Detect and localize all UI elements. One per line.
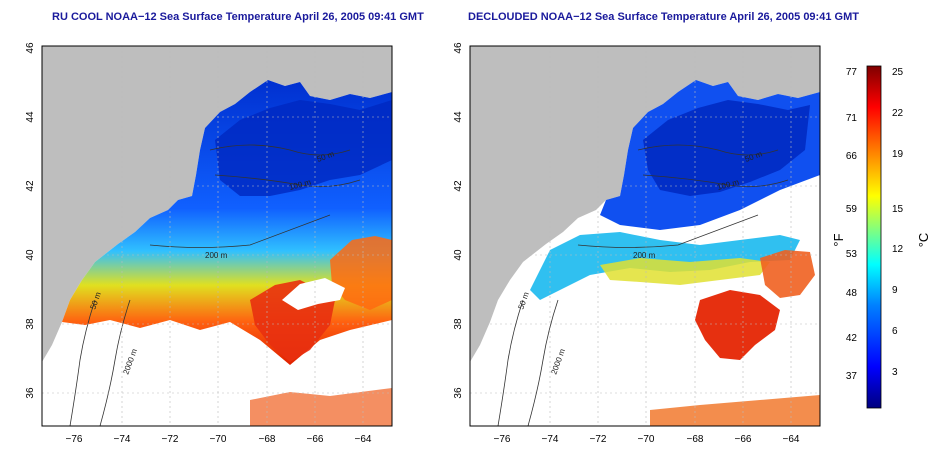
celsius-tick-3: 3 (892, 367, 898, 378)
right-land-mass (470, 46, 820, 362)
celsius-tick-9: 9 (892, 285, 898, 296)
left-sst-map: 50 m 100 m 200 m 50 m 2000 m (41, 45, 393, 427)
right-lon-tick-72: −72 (590, 434, 607, 445)
right-yellow-front (600, 258, 770, 285)
left-lat-tick-46: 46 (25, 42, 36, 54)
right-contour-50m (637, 144, 779, 156)
colorbar-fahrenheit-ticks: 77 71 66 59 53 48 42 37 (846, 67, 858, 382)
right-lon-tick-68: −68 (687, 434, 704, 445)
left-contour-shelf (69, 299, 96, 426)
left-land-mass (42, 46, 392, 362)
left-lon-axis: −76 −74 −72 −70 −68 −66 −64 (66, 434, 372, 445)
celsius-tick-12: 12 (892, 244, 904, 255)
left-south-orange-patch (250, 388, 392, 426)
left-contour-50m (209, 144, 351, 156)
colorbar-gradient (866, 65, 882, 409)
right-map-title: DECLOUDED NOAA−12 Sea Surface Temperatur… (468, 11, 859, 23)
right-contour-200m (577, 214, 759, 248)
right-contour-100m (642, 174, 789, 188)
fahrenheit-tick-37: 37 (846, 371, 858, 382)
left-lon-tick-76: −76 (66, 434, 83, 445)
left-lat-tick-40: 40 (25, 249, 36, 261)
right-gulf-stream-warm-core (695, 290, 780, 360)
right-lat-tick-44: 44 (453, 111, 464, 123)
right-warm-ring (760, 250, 815, 298)
right-contour-shelf (497, 299, 524, 426)
right-map-frame (469, 45, 821, 427)
left-label-200m: 200 m (205, 251, 228, 260)
left-lat-tick-36: 36 (25, 387, 36, 399)
right-lon-tick-74: −74 (542, 434, 559, 445)
left-map-frame (41, 45, 393, 427)
right-label-200m: 200 m (633, 251, 656, 260)
celsius-tick-19: 19 (892, 149, 904, 160)
temperature-colorbar: 77 71 66 59 53 48 42 37 25 22 19 15 12 9… (831, 65, 931, 409)
fahrenheit-tick-53: 53 (846, 249, 858, 260)
left-lat-tick-44: 44 (25, 111, 36, 123)
left-lon-tick-70: −70 (210, 434, 227, 445)
fahrenheit-tick-42: 42 (846, 333, 858, 344)
fahrenheit-unit-label: °F (831, 233, 846, 246)
celsius-tick-15: 15 (892, 204, 904, 215)
left-lat-axis: 46 44 42 40 38 36 (25, 42, 36, 399)
left-warm-ring (330, 236, 392, 310)
left-contour-100m (214, 174, 361, 188)
celsius-tick-6: 6 (892, 326, 898, 337)
celsius-unit-label: °C (916, 233, 931, 248)
colorbar-celsius-ticks: 25 22 19 15 12 9 6 3 (892, 67, 904, 378)
right-lon-tick-66: −66 (735, 434, 752, 445)
left-lon-tick-68: −68 (259, 434, 276, 445)
fahrenheit-tick-77: 77 (846, 67, 858, 78)
right-lon-tick-76: −76 (494, 434, 511, 445)
left-dark-blue-gulf-of-maine (215, 100, 392, 196)
left-lon-tick-64: −64 (355, 434, 372, 445)
right-lat-axis: 46 44 42 40 38 36 (453, 42, 464, 399)
right-lon-tick-70: −70 (638, 434, 655, 445)
right-south-orange-patch (650, 395, 820, 426)
right-lat-tick-38: 38 (453, 318, 464, 330)
right-lat-tick-40: 40 (453, 249, 464, 261)
left-lon-tick-74: −74 (114, 434, 131, 445)
left-contour-2000m (99, 299, 131, 426)
celsius-tick-22: 22 (892, 108, 904, 119)
right-contour-2000m (527, 299, 559, 426)
left-lon-tick-72: −72 (162, 434, 179, 445)
right-lat-tick-46: 46 (453, 42, 464, 54)
left-cloud-patch (282, 278, 345, 310)
right-lat-tick-42: 42 (453, 180, 464, 192)
right-dark-blue-gulf-of-maine (643, 100, 810, 196)
celsius-tick-25: 25 (892, 67, 904, 78)
fahrenheit-tick-66: 66 (846, 151, 858, 162)
fahrenheit-tick-59: 59 (846, 204, 858, 215)
left-grid-lines (42, 46, 392, 426)
right-sst-map: 50 m 100 m 200 m 50 m 2000 m (469, 45, 821, 427)
right-lon-axis: −76 −74 −72 −70 −68 −66 −64 (494, 434, 800, 445)
fahrenheit-tick-48: 48 (846, 288, 858, 299)
fahrenheit-tick-71: 71 (846, 113, 858, 124)
left-contour-200m (149, 214, 331, 248)
right-lon-tick-64: −64 (783, 434, 800, 445)
left-map-title: RU COOL NOAA−12 Sea Surface Temperature … (52, 11, 424, 23)
left-lat-tick-42: 42 (25, 180, 36, 192)
right-lat-tick-36: 36 (453, 387, 464, 399)
left-lon-tick-66: −66 (307, 434, 324, 445)
left-lat-tick-38: 38 (25, 318, 36, 330)
